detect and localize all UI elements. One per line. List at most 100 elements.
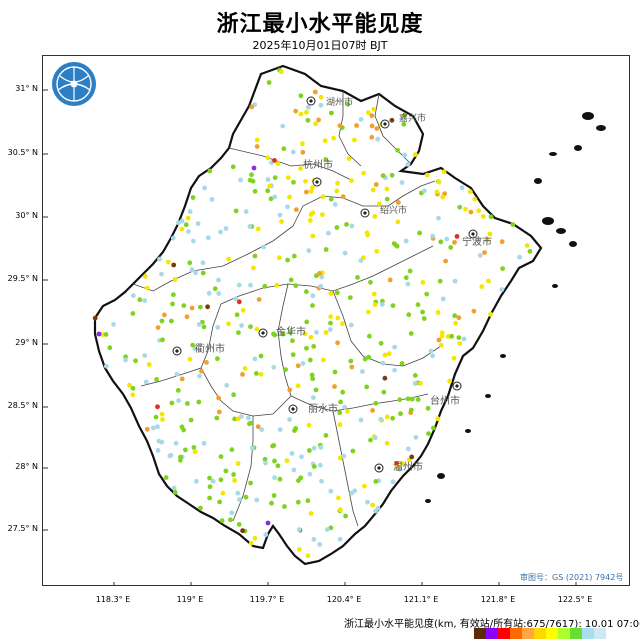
station-dot xyxy=(334,225,340,230)
station-dot xyxy=(174,371,180,377)
y-axis-label: 30.5° N xyxy=(7,148,38,157)
station-dot xyxy=(266,80,272,85)
station-dot xyxy=(430,353,435,359)
station-dot xyxy=(312,89,318,95)
station-dot xyxy=(239,323,245,328)
station-dot xyxy=(306,422,312,428)
station-dot xyxy=(160,337,165,343)
station-dot xyxy=(395,219,401,225)
station-dot xyxy=(369,134,375,140)
footer-label: 浙江最小水平能见度(km, 有效站/所有站:675/7617): 10.01 0… xyxy=(344,619,640,630)
station-dot xyxy=(169,400,175,406)
station-dot xyxy=(155,404,160,410)
station-dot xyxy=(309,372,315,378)
station-dot xyxy=(349,178,354,183)
city-label-lishui: 丽水市 xyxy=(308,404,338,415)
station-dot xyxy=(399,361,405,366)
station-dot xyxy=(370,187,376,193)
station-dot xyxy=(296,527,302,532)
station-dot xyxy=(373,400,379,406)
station-dot xyxy=(304,319,310,325)
station-dot xyxy=(287,329,293,335)
station-dot xyxy=(324,527,330,532)
station-dot xyxy=(215,325,221,330)
station-dot xyxy=(308,334,314,340)
station-dot xyxy=(183,447,188,453)
station-dot xyxy=(307,471,313,477)
y-axis-label: 27.5° N xyxy=(7,524,38,533)
station-dot xyxy=(453,320,458,326)
station-dot xyxy=(452,313,458,319)
station-dot xyxy=(206,235,211,241)
station-dot xyxy=(189,267,195,273)
station-dot xyxy=(219,518,225,524)
station-dot xyxy=(200,270,206,276)
legend-swatch xyxy=(474,628,486,639)
station-dot xyxy=(319,478,324,484)
station-dot xyxy=(150,425,156,431)
station-dot xyxy=(300,149,306,155)
station-dot xyxy=(280,123,286,129)
station-dot xyxy=(258,353,264,359)
station-dot xyxy=(413,152,418,157)
station-dot xyxy=(369,123,375,129)
station-dot xyxy=(318,283,324,289)
station-dot xyxy=(111,322,116,327)
station-dot xyxy=(155,448,161,453)
station-dot xyxy=(181,303,187,308)
station-dot xyxy=(457,341,463,346)
station-dot xyxy=(198,505,203,511)
station-dot xyxy=(284,458,290,463)
city-label-quzhou: 衢州市 xyxy=(195,344,225,355)
station-dot xyxy=(156,438,162,444)
station-dot xyxy=(280,331,286,337)
station-dot xyxy=(370,408,375,413)
station-dot xyxy=(234,312,240,318)
station-dot xyxy=(144,285,150,291)
station-dot xyxy=(436,215,441,221)
station-dot xyxy=(159,411,165,417)
station-dot xyxy=(438,342,444,348)
station-dot xyxy=(452,240,457,245)
station-dot xyxy=(380,173,386,178)
station-dot xyxy=(172,489,178,495)
station-dot xyxy=(254,137,260,143)
station-dot xyxy=(440,194,446,200)
x-axis-label: 121.1° E xyxy=(403,595,439,604)
station-dot xyxy=(157,256,162,262)
station-dot xyxy=(130,392,136,398)
x-axis-label: 122.5° E xyxy=(557,595,593,604)
page-subtitle: 2025年10月01日07时 BJT xyxy=(252,39,388,52)
station-dot xyxy=(436,337,442,343)
station-dot xyxy=(275,161,281,166)
station-dot xyxy=(338,507,343,513)
station-dot xyxy=(323,247,329,252)
city-label-hangzhou: 杭州市 xyxy=(303,160,333,171)
station-dot xyxy=(408,331,414,336)
station-dot xyxy=(176,398,182,403)
station-dot xyxy=(267,183,272,189)
station-dot xyxy=(191,238,196,244)
station-dot xyxy=(335,180,340,186)
station-dot xyxy=(382,352,388,358)
station-dot xyxy=(361,170,366,176)
station-dot xyxy=(487,231,493,237)
station-dot xyxy=(405,281,411,287)
station-dot xyxy=(373,182,379,187)
station-dot xyxy=(272,158,277,163)
station-dot xyxy=(306,248,312,254)
city-label-wenzhou: 温州市 xyxy=(393,462,423,473)
station-dot xyxy=(365,232,371,238)
station-dot xyxy=(435,416,441,422)
station-dot xyxy=(304,345,309,351)
station-dot xyxy=(378,340,384,346)
station-dot xyxy=(447,378,453,384)
station-dot xyxy=(277,427,283,432)
station-dot xyxy=(173,440,179,446)
cma-logo-icon xyxy=(52,62,96,106)
station-dot xyxy=(172,277,178,282)
legend-swatch xyxy=(546,628,558,639)
y-axis-label: 28° N xyxy=(15,462,38,471)
station-dot xyxy=(185,215,191,221)
station-dot xyxy=(176,220,181,226)
